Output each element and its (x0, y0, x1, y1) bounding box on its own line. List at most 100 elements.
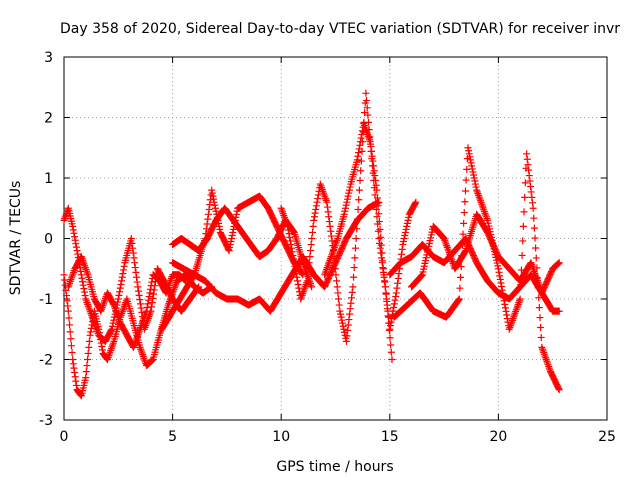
data-point (149, 294, 157, 302)
data-point (202, 230, 210, 238)
y-tick-label: -3 (39, 413, 53, 429)
data-point (455, 296, 463, 304)
data-point (376, 244, 384, 252)
data-point (392, 289, 400, 297)
data-point (398, 250, 406, 258)
data-point (352, 235, 360, 242)
data-point (543, 359, 551, 367)
data-point (523, 155, 531, 163)
data-point (71, 236, 79, 244)
data-point (372, 205, 380, 213)
data-point (299, 259, 307, 267)
data-point (64, 307, 72, 315)
data-point (336, 310, 344, 318)
data-point (545, 362, 553, 370)
data-point (348, 294, 356, 302)
data-point (338, 316, 346, 324)
data-point (310, 213, 318, 221)
data-point (546, 366, 554, 374)
data-point (77, 267, 85, 275)
data-point (456, 284, 464, 292)
data-point (525, 172, 533, 180)
data-point (119, 270, 127, 278)
data-point (356, 141, 364, 149)
data-point (110, 316, 118, 324)
data-point (382, 289, 390, 297)
data-point (208, 189, 216, 197)
data-point (362, 89, 370, 97)
data-point (350, 264, 358, 272)
data-point (527, 188, 535, 196)
data-point (231, 219, 239, 227)
series-track-b (60, 204, 203, 345)
data-point (72, 243, 80, 251)
data-point (147, 282, 155, 290)
data-point (524, 161, 532, 169)
data-point (500, 297, 508, 305)
data-point (326, 222, 334, 230)
data-point (301, 264, 309, 272)
data-point (284, 226, 292, 234)
data-point (348, 288, 356, 296)
data-point (336, 307, 344, 315)
data-point (323, 203, 331, 211)
data-point (465, 150, 473, 158)
series-track-h (321, 120, 420, 333)
data-point (379, 257, 387, 265)
data-point (133, 273, 141, 281)
data-point (67, 342, 75, 350)
data-point (288, 248, 296, 256)
data-point (411, 199, 419, 207)
data-point (386, 334, 394, 342)
data-point (347, 299, 355, 307)
data-point (401, 231, 409, 239)
data-point (402, 225, 410, 233)
data-point (211, 201, 219, 209)
data-point (144, 296, 152, 304)
data-point (401, 228, 409, 236)
data-point (469, 168, 477, 176)
data-point (539, 347, 547, 355)
data-point (383, 295, 391, 303)
data-point (345, 189, 353, 197)
data-point (148, 356, 156, 364)
data-point (171, 282, 179, 290)
data-point (131, 264, 139, 272)
data-point (377, 241, 385, 249)
x-tick-label: 0 (60, 429, 69, 445)
data-point (376, 225, 384, 233)
data-point (333, 277, 341, 285)
grid-lines (64, 57, 607, 420)
data-point (289, 227, 297, 235)
data-point (109, 300, 117, 308)
data-point (403, 219, 411, 227)
data-point (373, 186, 381, 194)
data-point (137, 304, 145, 312)
data-point (193, 285, 201, 293)
data-point (342, 337, 350, 345)
data-point (232, 213, 240, 221)
data-point (290, 255, 298, 263)
data-point (291, 262, 299, 270)
data-point (311, 209, 319, 217)
data-point (85, 337, 93, 345)
data-point (195, 283, 203, 291)
data-point (72, 377, 80, 385)
y-tick-label: -1 (39, 292, 53, 308)
data-point (109, 319, 117, 327)
data-point (334, 289, 342, 297)
data-point (66, 328, 74, 336)
data-point (116, 284, 124, 292)
data-point (308, 235, 316, 242)
data-point (148, 357, 156, 365)
data-point (165, 299, 173, 307)
data-point (370, 162, 378, 170)
data-point (212, 207, 220, 215)
data-point (284, 222, 292, 230)
data-point (77, 391, 85, 399)
data-point (391, 296, 399, 304)
data-point (61, 276, 69, 284)
data-point (496, 275, 504, 283)
data-point (286, 233, 294, 241)
data-point (298, 270, 306, 278)
